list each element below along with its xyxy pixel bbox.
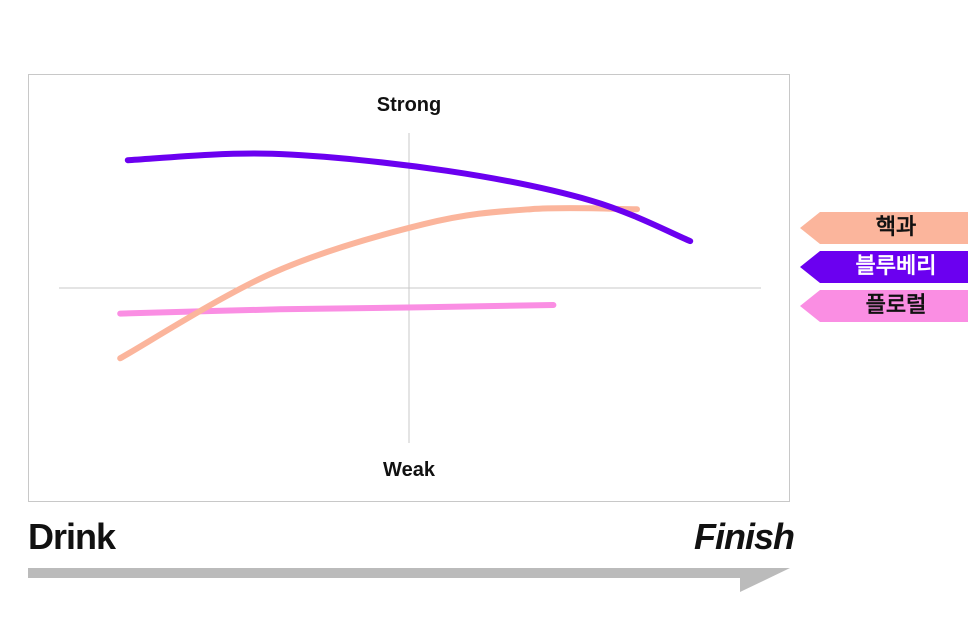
chart-svg [59,133,761,443]
series-line-2 [117,302,557,317]
legend-tag-shape [800,212,968,244]
legend-tag-1: 블루베리 [800,251,968,283]
series-line-0 [124,150,694,245]
x-axis-start-label: Drink [28,516,116,557]
progress-arrow-shape [28,568,790,592]
x-axis-end-label: Finish [694,516,795,557]
legend-tag-shape [800,251,968,283]
legend-label: 블루베리 [855,254,937,279]
progress-arrow [28,568,790,592]
y-axis-top-label: Strong [376,94,442,116]
series-line-1 [117,205,640,362]
chart-plot-area [28,74,790,502]
legend-tag-2: 플로럴 [800,290,968,322]
legend-tag-0: 핵과 [800,212,968,244]
y-axis-bottom-label: Weak [383,459,435,481]
legend-label: 플로럴 [865,293,927,318]
legend-label: 핵과 [875,215,917,240]
legend-tag-shape [800,290,968,322]
